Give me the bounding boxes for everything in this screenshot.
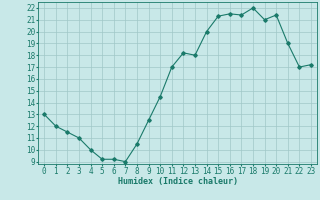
X-axis label: Humidex (Indice chaleur): Humidex (Indice chaleur) [118, 177, 238, 186]
